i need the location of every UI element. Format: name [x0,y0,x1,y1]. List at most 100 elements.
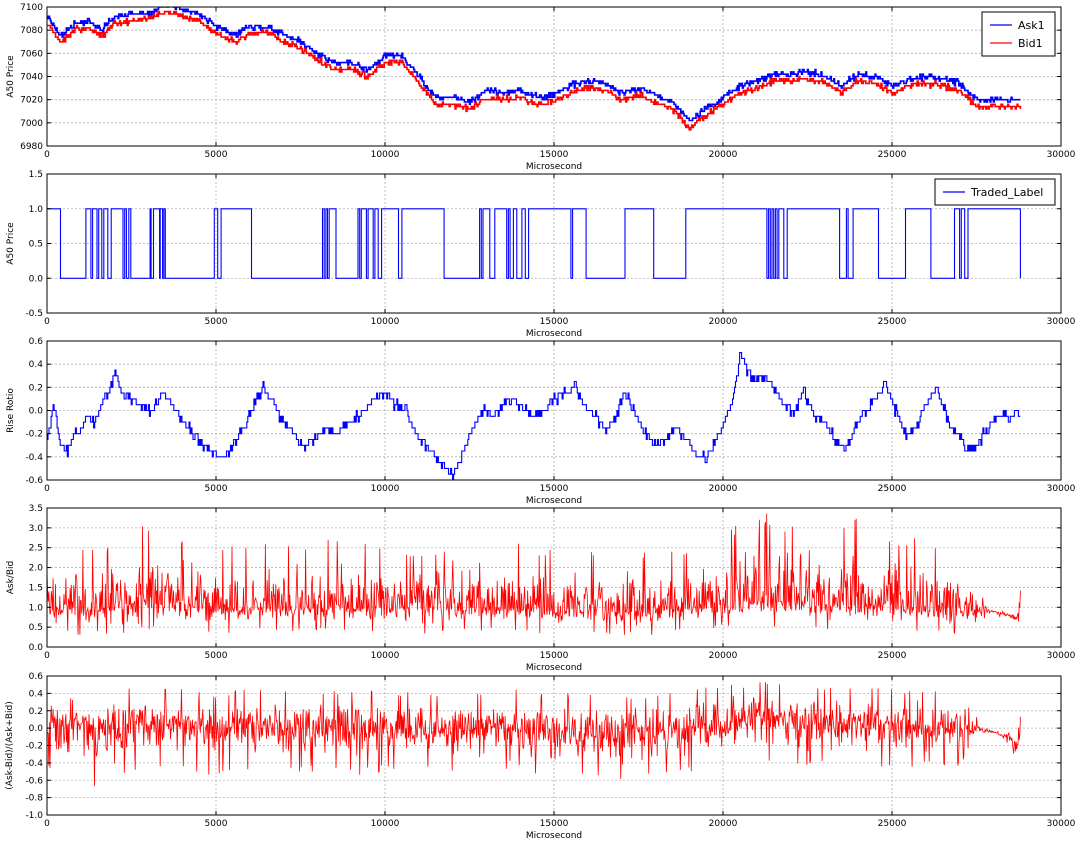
x-tick-label: 5000 [205,150,228,160]
y-tick-label: 1.0 [29,205,44,215]
y-tick-label: 7040 [20,73,43,83]
x-tick-label: 20000 [709,317,738,327]
rise-ratio-chart-panel: 0 5000 10000 15000 20000 25000 30000 -0.6 -0.4 -0… [6,337,1076,506]
x-tick-label: 30000 [1047,651,1076,661]
legend-box [981,11,1056,57]
plot-area [47,352,1021,480]
legend-label: Bid1 [1018,37,1043,50]
y-tick-label: 1.5 [29,170,43,180]
x-tick-label: 0 [44,819,50,829]
y-tick-label: 3.0 [29,524,44,534]
y-tick-label: 0.5 [29,240,43,250]
y-tick-label: 0.0 [29,407,44,417]
y-tick-label: 0.5 [29,623,43,633]
x-tick-label: 20000 [709,651,738,661]
x-tick-label: 0 [44,150,50,160]
y-tick-label: 0.6 [29,672,44,682]
series-line-signal [47,513,1021,635]
y-tick-label: 0.0 [29,724,44,734]
y-axis-label: A50 Price [6,222,16,265]
x-tick-label: 25000 [878,150,907,160]
y-tick-label: 7100 [20,3,43,13]
x-tick-label: 0 [44,317,50,327]
y-tick-label: -0.2 [25,430,43,440]
legend: Ask1 Bid1 [981,11,1056,57]
x-tick-label: 25000 [878,484,907,494]
series-line-traded-label [47,208,1021,279]
x-tick-label: 10000 [371,484,400,494]
legend: Traded_Label [934,178,1056,206]
y-axis-label: Ask/Bid [6,561,16,594]
y-tick-label: 2.0 [29,564,44,574]
x-tick-label: 10000 [371,317,400,327]
x-tick-label: 30000 [1047,819,1076,829]
y-axis-label: (Ask-Bid)/(Ask+Bid) [5,701,15,789]
x-tick-label: 20000 [709,484,738,494]
series-line-ask1 [47,7,1021,122]
y-tick-label: 0.0 [29,274,44,284]
traded-label-chart-panel: 0 5000 10000 15000 20000 25000 30000 -0.5 0.0 0.5… [6,170,1076,339]
x-tick-label: 5000 [205,484,228,494]
legend-label: Traded_Label [970,186,1043,199]
y-axis-label: Rise Rotio [6,388,16,433]
y-tick-label: -0.6 [25,776,43,786]
x-axis-label: Microsecond [526,496,582,506]
plot-area [47,7,1022,131]
y-tick-label: 7000 [20,119,43,129]
ask-bid-imbalance-chart-panel: 0 5000 10000 15000 20000 25000 30000 -1.0 -0.8 -0… [5,672,1076,841]
x-tick-label: 10000 [371,150,400,160]
y-tick-label: -0.5 [25,309,43,319]
x-tick-label: 15000 [540,317,569,327]
x-tick-label: 30000 [1047,317,1076,327]
y-tick-label: 1.5 [29,583,43,593]
x-tick-label: 5000 [205,651,228,661]
plot-area [47,513,1021,635]
legend-label: Ask1 [1018,19,1045,32]
x-tick-label: 5000 [205,819,228,829]
x-tick-label: 20000 [709,819,738,829]
y-tick-label: -1.0 [25,811,43,821]
price-chart-panel: 0 5000 10000 15000 20000 25000 30000 6980 7000 70… [6,3,1076,172]
x-tick-label: 15000 [540,484,569,494]
y-tick-label: 0.4 [29,689,44,699]
y-tick-label: -0.4 [25,759,43,769]
x-tick-label: 0 [44,651,50,661]
x-tick-label: 15000 [540,150,569,160]
x-tick-label: 10000 [371,819,400,829]
series-line-bid1 [47,10,1022,131]
y-tick-label: 7060 [20,49,43,59]
y-tick-label: 3.5 [29,504,43,514]
x-tick-label: 30000 [1047,150,1076,160]
x-tick-label: 15000 [540,651,569,661]
x-axis-label: Microsecond [526,329,582,339]
x-axis-label: Microsecond [526,162,582,172]
y-tick-label: 0.2 [29,383,43,393]
x-tick-label: 25000 [878,317,907,327]
y-tick-label: -0.2 [25,742,43,752]
x-axis-label: Microsecond [526,663,582,673]
y-tick-label: 7080 [20,26,43,36]
y-tick-label: 0.0 [29,643,44,653]
y-tick-label: 7020 [20,96,43,106]
x-tick-label: 5000 [205,317,228,327]
series-line-series-0 [47,352,1021,480]
y-tick-label: 1.0 [29,603,44,613]
y-tick-label: -0.6 [25,476,43,486]
y-tick-label: 2.5 [29,544,43,554]
x-tick-label: 20000 [709,150,738,160]
y-tick-label: 0.4 [29,360,44,370]
y-tick-label: -0.4 [25,453,43,463]
x-tick-label: 15000 [540,819,569,829]
plot-area [47,208,1021,279]
x-tick-label: 30000 [1047,484,1076,494]
x-tick-label: 25000 [878,651,907,661]
ask-bid-ratio-chart-panel: 0 5000 10000 15000 20000 25000 30000 0.0 0.5 1.0 1… [6,504,1076,673]
y-tick-label: 0.6 [29,337,44,347]
y-tick-label: 6980 [20,142,43,152]
x-axis-label: Microsecond [526,831,582,841]
plot-area [47,682,1021,787]
y-tick-label: 0.2 [29,707,43,717]
y-axis-label: A50 Price [6,55,16,98]
